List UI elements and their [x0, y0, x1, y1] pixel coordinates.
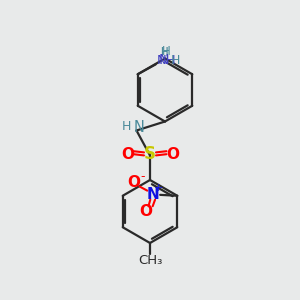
- Text: N: N: [159, 53, 169, 68]
- Text: H: H: [160, 46, 168, 59]
- Text: O: O: [166, 147, 179, 162]
- Text: S: S: [144, 145, 156, 163]
- Text: H: H: [122, 120, 131, 133]
- Text: N: N: [133, 120, 144, 135]
- Text: O: O: [121, 147, 134, 162]
- Text: -: -: [140, 170, 144, 183]
- Text: O: O: [140, 204, 153, 219]
- Text: NH: NH: [156, 54, 176, 67]
- Text: O: O: [128, 175, 141, 190]
- Text: +: +: [153, 183, 163, 193]
- Text: N: N: [146, 187, 159, 202]
- Text: H: H: [162, 45, 171, 58]
- Text: CH₃: CH₃: [138, 254, 163, 267]
- Text: H: H: [171, 54, 181, 67]
